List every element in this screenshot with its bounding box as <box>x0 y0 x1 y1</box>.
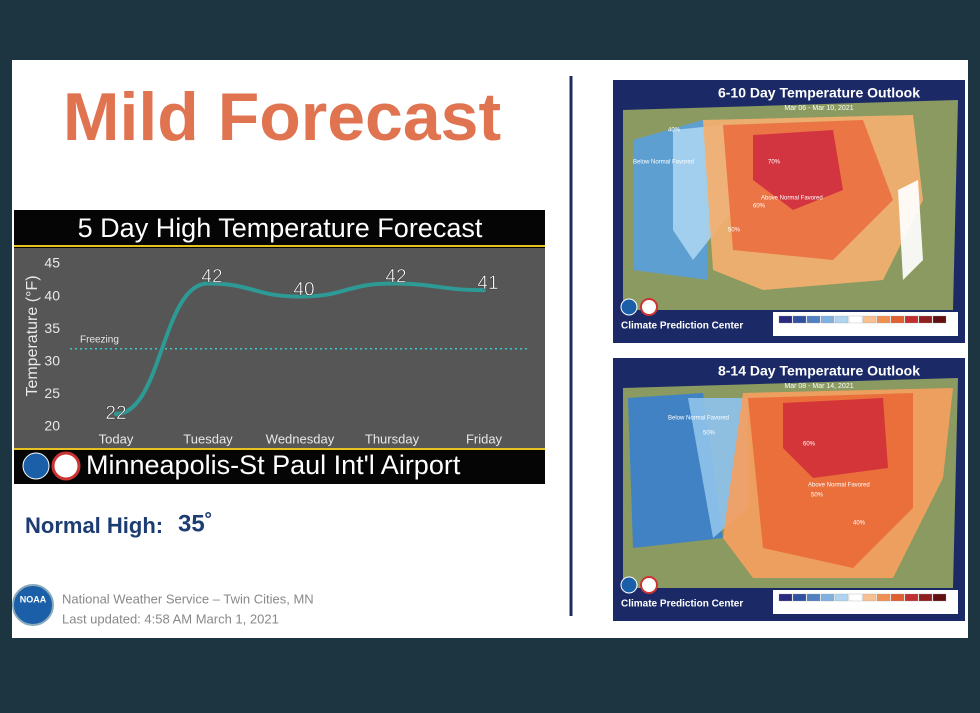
map-label: Above Normal Favored <box>808 483 870 489</box>
legend-swatch <box>820 315 835 324</box>
legend-swatch <box>890 593 905 602</box>
maps: 6-10 Day Temperature Outlook Mar 06 - Mar… <box>613 80 965 621</box>
temperature-line <box>114 281 486 416</box>
normal-high-label: Normal High: <box>25 513 163 538</box>
outlook-region <box>783 398 888 478</box>
legend-swatch <box>918 315 933 324</box>
legend-swatch <box>806 315 821 324</box>
legend-swatch <box>932 315 947 324</box>
legend-swatch <box>862 315 877 324</box>
legend-swatch <box>862 593 877 602</box>
y-tick-label: 40 <box>44 287 60 303</box>
map-dates: Mar 08 - Mar 14, 2021 <box>784 383 853 390</box>
cpc-logo <box>620 576 638 594</box>
map-label: 60% <box>753 204 766 210</box>
y-axis-label: Temperature (°F) <box>24 275 41 396</box>
footer-line: Last updated: 4:58 AM March 1, 2021 <box>62 611 279 626</box>
map-label: 60% <box>803 442 816 448</box>
legend-swatch <box>792 593 807 602</box>
map-label: Below Normal Favored <box>633 160 694 166</box>
x-tick-label: Tuesday <box>183 431 233 446</box>
map-label: 40% <box>853 521 866 527</box>
plot-area <box>14 248 545 448</box>
freezing-label: Freezing <box>80 334 119 345</box>
chart-title: 5 Day High Temperature Forecast <box>78 213 483 243</box>
map-source: Climate Prediction Center <box>621 321 743 332</box>
outlook-region <box>898 180 923 280</box>
data-label: 40 <box>293 280 314 301</box>
map-dates: Mar 06 - Mar 10, 2021 <box>784 105 853 112</box>
legend-swatch <box>904 315 919 324</box>
y-tick-label: 25 <box>44 385 60 401</box>
x-tick-label: Today <box>99 431 134 446</box>
legend-swatch <box>820 593 835 602</box>
map-label: Below Normal Favored <box>668 416 729 422</box>
legend-swatch <box>890 315 905 324</box>
nws-logo <box>640 298 658 316</box>
map-label: 70% <box>768 160 781 166</box>
y-tick-label: 45 <box>44 255 60 271</box>
legend-swatch <box>778 315 793 324</box>
legend-box <box>773 312 958 336</box>
legend-box <box>773 590 958 614</box>
legend-swatch <box>778 593 793 602</box>
noaa-logo <box>12 584 54 626</box>
legend-swatch <box>932 593 947 602</box>
map-label: 50% <box>728 228 741 234</box>
noaa-icon <box>22 452 50 480</box>
legend-swatch <box>806 593 821 602</box>
data-label: 22 <box>105 403 126 424</box>
map-source: Climate Prediction Center <box>621 599 743 610</box>
data-label: 41 <box>477 273 498 294</box>
map-title: 8-14 Day Temperature Outlook <box>718 363 920 379</box>
map-label: Above Normal Favored <box>761 196 823 202</box>
chart-footer <box>14 448 545 484</box>
nws-logo <box>640 576 658 594</box>
data-label: 42 <box>201 267 222 288</box>
map-label: 40% <box>668 128 681 134</box>
data-label: 42 <box>385 267 406 288</box>
noaa-logo-text: NOAA <box>20 594 47 604</box>
legend-swatch <box>848 315 863 324</box>
cpc-logo <box>620 298 638 316</box>
y-tick-label: 20 <box>44 418 60 434</box>
footer-line: National Weather Service – Twin Cities, … <box>62 591 314 606</box>
normal-high-value: 35˚ <box>178 510 213 537</box>
legend-swatch <box>834 315 849 324</box>
x-tick-label: Wednesday <box>266 431 335 446</box>
nws-icon <box>51 451 81 481</box>
outlook-region <box>753 130 843 210</box>
x-tick-label: Thursday <box>365 431 420 446</box>
chart-header <box>14 210 545 248</box>
map-label: 50% <box>703 431 716 437</box>
legend-swatch <box>792 315 807 324</box>
legend-swatch <box>918 593 933 602</box>
legend-swatch <box>876 315 891 324</box>
map-label: 50% <box>811 493 824 499</box>
y-tick-label: 35 <box>44 320 60 336</box>
slide-title: Mild Forecast <box>63 79 501 155</box>
legend-swatch <box>904 593 919 602</box>
location: Minneapolis-St Paul Int'l Airport <box>86 450 461 480</box>
legend-swatch <box>876 593 891 602</box>
map-title: 6-10 Day Temperature Outlook <box>718 85 920 101</box>
legend-swatch <box>834 593 849 602</box>
x-tick-label: Friday <box>466 431 503 446</box>
legend-swatch <box>848 593 863 602</box>
y-tick-label: 30 <box>44 353 60 369</box>
